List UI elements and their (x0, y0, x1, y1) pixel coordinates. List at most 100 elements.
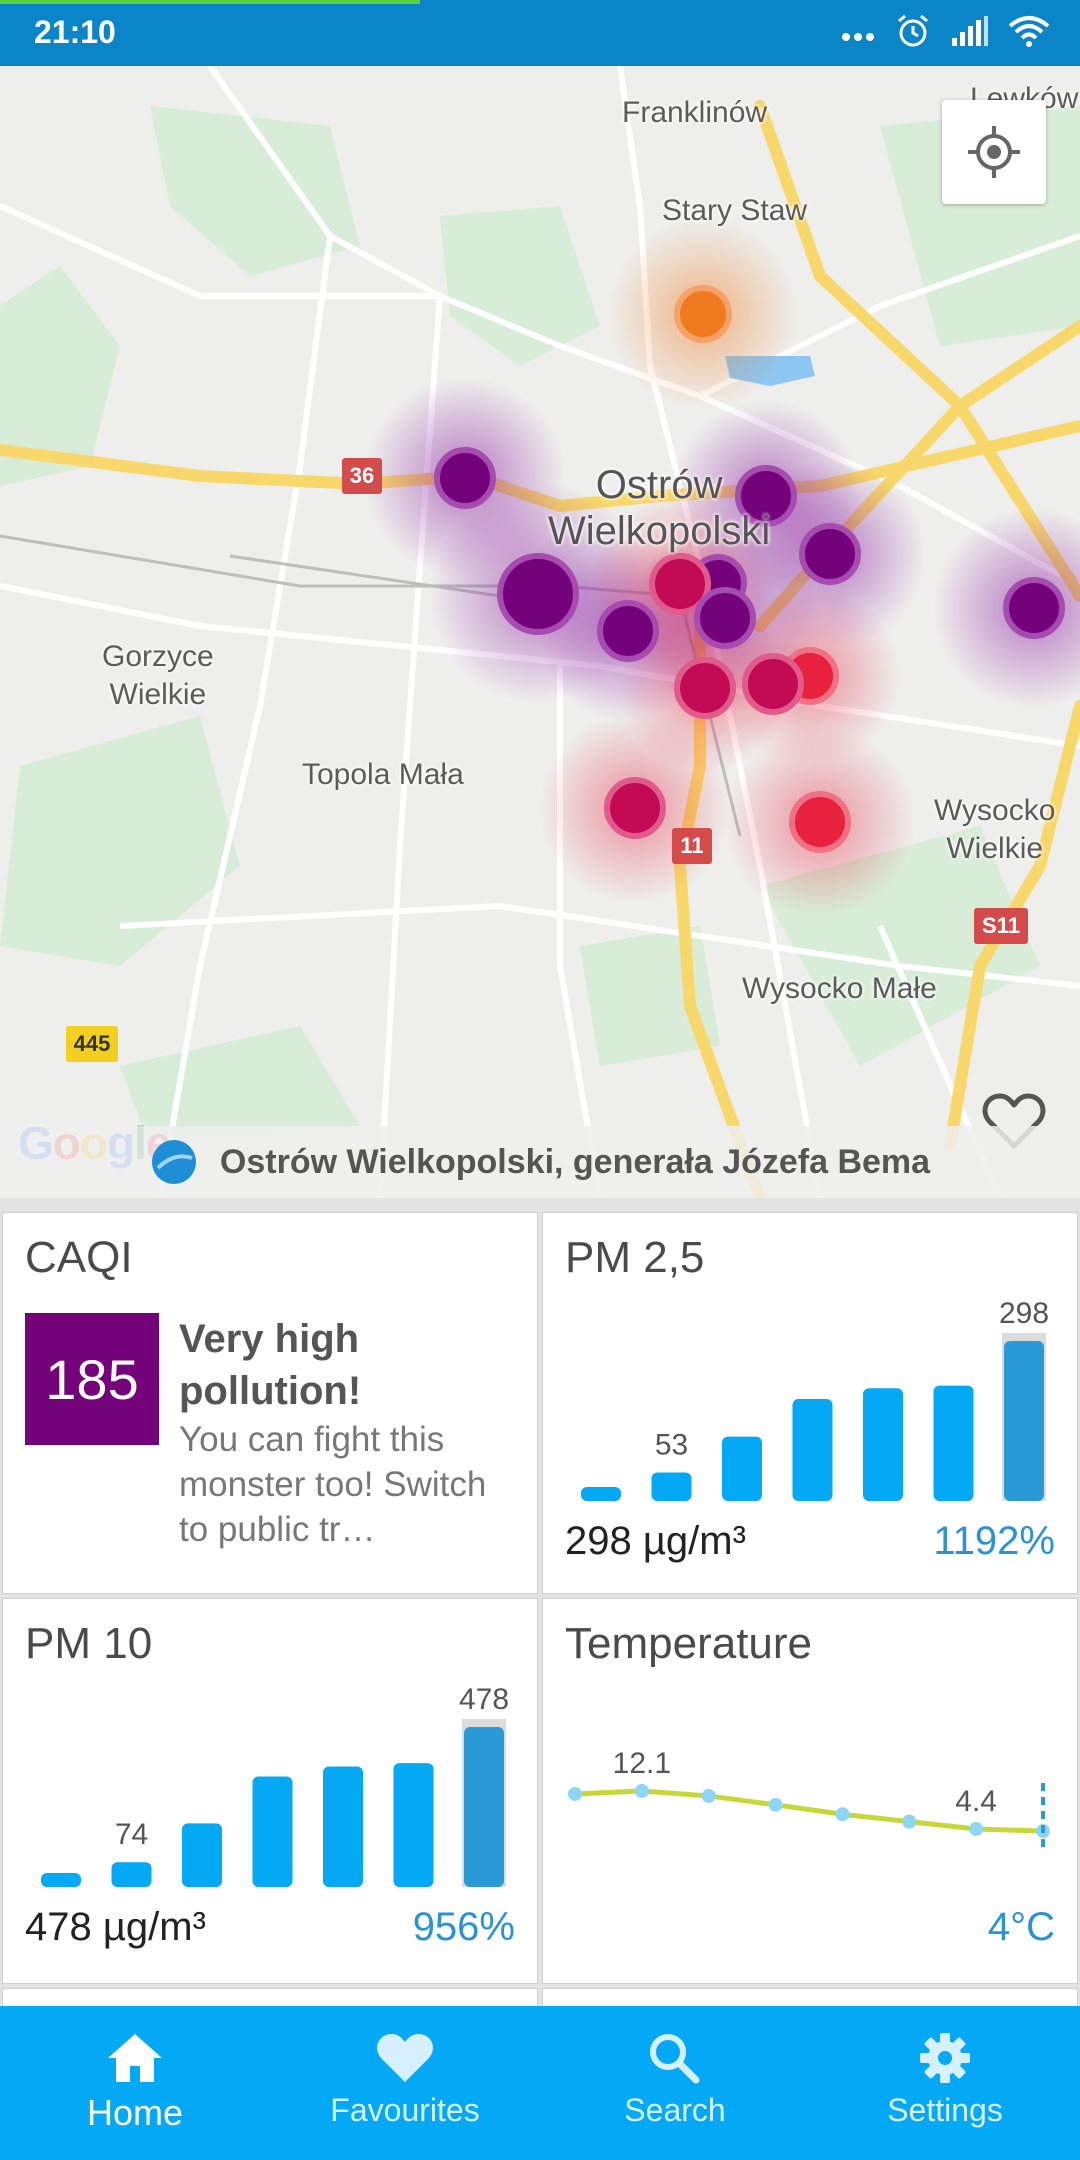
road-shield-11: 11 (672, 828, 712, 864)
station-marker (735, 465, 797, 527)
station-marker (674, 285, 732, 343)
pm25-bar (581, 1487, 621, 1501)
status-time: 21:10 (34, 14, 116, 50)
bottom-navigation: Home Favourites Search Settings (0, 2006, 1080, 2160)
station-marker (649, 553, 711, 615)
measurement-cards: CAQI 185 Very high pollution! You can fi… (0, 1198, 1080, 2018)
pm25-bar-label: 53 (655, 1429, 688, 1462)
temperature-title: Temperature (565, 1619, 813, 1668)
my-location-icon (968, 126, 1020, 178)
signal-icon (952, 16, 988, 46)
pm10-bar (252, 1776, 293, 1887)
heart-icon (377, 2034, 433, 2082)
pm25-bar (933, 1385, 974, 1501)
pm10-title: PM 10 (25, 1619, 153, 1668)
station-marker (799, 523, 861, 585)
station-marker (674, 657, 736, 719)
station-bar[interactable]: Ostrów Wielkopolski, generała Józefa Bem… (0, 1126, 1080, 1198)
road-shield-445: 445 (66, 1026, 118, 1062)
station-name: Ostrów Wielkopolski, generała Józefa Bem… (219, 1142, 931, 1181)
wifi-icon (1008, 16, 1050, 47)
loading-progress (0, 0, 420, 4)
pm10-value: 478 µg/m³ (25, 1905, 206, 1949)
nav-search[interactable]: Search (540, 2006, 810, 2160)
pm25-title: PM 2,5 (565, 1233, 705, 1282)
map-label-ostrow: Ostrów Wielkopolski (548, 463, 771, 553)
pm10-bar (182, 1823, 222, 1887)
road-shield-36: 36 (342, 458, 382, 494)
pm10-bar (464, 1727, 504, 1887)
nav-search-label: Search (624, 2092, 726, 2128)
gear-icon (920, 2033, 970, 2083)
more-dots-icon (842, 33, 874, 41)
home-icon (108, 2034, 162, 2082)
pm10-bar (323, 1766, 363, 1887)
pm10-bar-label: 74 (115, 1818, 148, 1851)
pm10-bar-label: 478 (459, 1683, 509, 1716)
temperature-value: 4°C (987, 1905, 1055, 1949)
pm25-bar (792, 1398, 833, 1501)
pm25-bar (1004, 1341, 1044, 1501)
temperature-point (768, 1797, 783, 1812)
temperature-line (574, 1788, 1044, 1834)
station-marker (742, 653, 804, 715)
caqi-title: CAQI (25, 1233, 133, 1282)
pm25-bar (863, 1388, 903, 1501)
map-label-topola: Topola Mała (302, 758, 464, 791)
favourite-heart-icon[interactable] (982, 1092, 1046, 1152)
nav-settings[interactable]: Settings (810, 2006, 1080, 2160)
pm10-bar (393, 1763, 434, 1887)
caqi-value-badge: 185 (25, 1313, 159, 1445)
nav-favourites-label: Favourites (330, 2092, 480, 2128)
station-marker (597, 600, 659, 662)
alarm-icon (898, 14, 928, 47)
temperature-point (902, 1814, 917, 1829)
temperature-point (835, 1807, 850, 1822)
map-label-stary-staw: Stary Staw (662, 194, 808, 227)
temperature-point-label: 12.1 (613, 1747, 671, 1780)
map-label-wysocko-wielkie: Wysocko Wielkie (934, 794, 1056, 865)
pm25-bar-chart: 53 298 (581, 1297, 1049, 1501)
pm10-bar (41, 1873, 81, 1887)
status-bar: 21:10 (0, 0, 1080, 66)
station-marker (694, 587, 756, 649)
caqi-message: You can fight this monster too! Switch t… (179, 1420, 487, 1549)
station-marker (497, 553, 579, 635)
nav-favourites[interactable]: Favourites (270, 2006, 540, 2160)
pm25-percent: 1192% (933, 1519, 1055, 1563)
status-icons (840, 12, 1050, 50)
my-location-button[interactable] (942, 100, 1046, 204)
pm10-percent: 956% (412, 1905, 515, 1949)
temperature-point-label: 4.4 (955, 1785, 997, 1818)
pollution-map[interactable]: Franklinów Lewków Stary Staw Ostrów Wiel… (0, 66, 1080, 1198)
caqi-headline: Very high pollution! (179, 1317, 362, 1413)
pm25-bar (722, 1436, 762, 1501)
map-label-gorzyce: Gorzyce Wielkie (102, 640, 214, 711)
station-marker (434, 447, 496, 509)
station-bubble-icon (151, 1140, 196, 1184)
nav-home[interactable]: Home (0, 2006, 270, 2160)
temperature-point (568, 1786, 582, 1801)
nav-settings-label: Settings (887, 2092, 1003, 2128)
pm10-bar-chart: 74 478 (41, 1683, 509, 1887)
station-marker (604, 777, 666, 839)
nav-home-label: Home (86, 2092, 184, 2133)
temperature-card[interactable]: Temperature 12.1 4.4 4°C (542, 1598, 1078, 1984)
search-icon (650, 2034, 700, 2084)
pm25-bar-label: 298 (999, 1297, 1049, 1330)
pm25-card[interactable]: PM 2,5 53 298 298 µg/m³ 1192% (542, 1212, 1078, 1594)
pm25-bar (651, 1472, 692, 1501)
caqi-card[interactable]: CAQI 185 Very high pollution! You can fi… (2, 1212, 538, 1594)
pm10-bar (111, 1862, 152, 1887)
temperature-point (701, 1788, 716, 1803)
pm25-value: 298 µg/m³ (565, 1519, 746, 1563)
map-base (0, 66, 1080, 1198)
map-label-wysocko-male: Wysocko Małe (742, 972, 937, 1005)
temperature-point (634, 1784, 649, 1798)
road-shield-s11: S11 (974, 908, 1028, 944)
station-marker (789, 791, 851, 853)
pm10-card[interactable]: PM 10 74 478 478 µg/m³ 956% (2, 1598, 538, 1984)
temperature-point (969, 1822, 984, 1837)
temperature-line-chart: 12.1 4.4 (568, 1747, 1050, 1853)
station-marker (1003, 577, 1065, 639)
